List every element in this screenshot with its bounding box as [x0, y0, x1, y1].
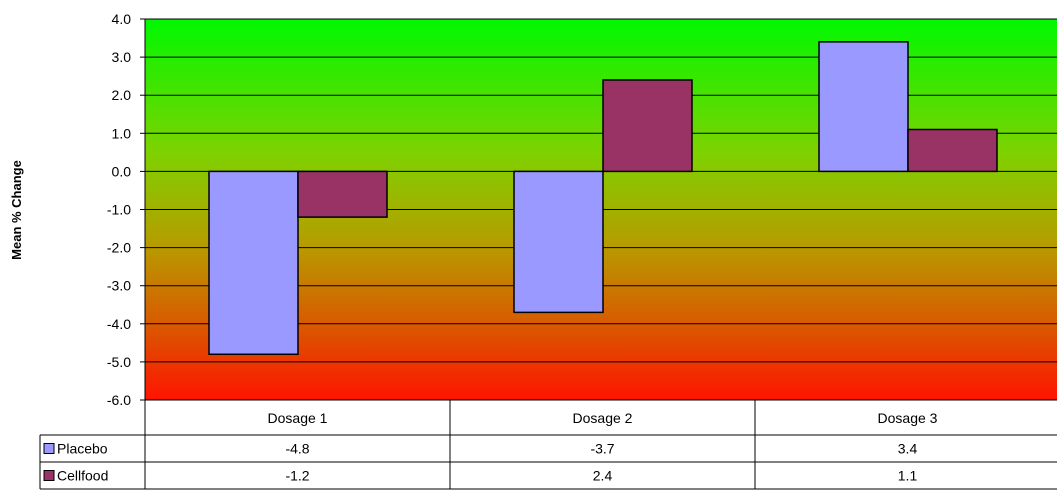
y-tick-label: 3.0	[112, 49, 132, 65]
table-value: 2.4	[593, 468, 613, 484]
legend-label-placebo: Placebo	[57, 441, 108, 457]
y-axis-ticks: -6.0 -5.0 -4.0 -3.0 -2.0 -1.0 0.0 1.0 2.0 3.0 4.0	[107, 11, 146, 408]
y-tick-label: -3.0	[107, 278, 131, 294]
table-value: 3.4	[898, 441, 918, 457]
y-tick-label: -6.0	[107, 392, 131, 408]
bar-cellfood-3	[907, 128, 998, 173]
y-tick-label: -1.0	[107, 202, 131, 218]
category-label: Dosage 2	[573, 410, 633, 426]
y-axis-title: Mean % Change	[9, 160, 24, 260]
legend-swatch-cellfood	[43, 470, 55, 481]
legend-swatch-placebo	[43, 443, 55, 454]
y-tick-label: -5.0	[107, 354, 131, 370]
bar-placebo-2	[513, 170, 604, 314]
y-tick-label: -2.0	[107, 240, 131, 256]
y-tick-label: -4.0	[107, 316, 131, 332]
y-tick-label: 2.0	[112, 87, 132, 103]
table-value: -3.7	[590, 441, 614, 457]
bar-cellfood-1	[297, 170, 388, 218]
table-value: 1.1	[898, 468, 918, 484]
table-value: -1.2	[285, 468, 309, 484]
bar-placebo-1	[208, 170, 299, 356]
y-tick-label: 0.0	[112, 163, 132, 179]
data-table: Dosage 1 Dosage 2 Dosage 3 Placebo -4.8 -3.7 3…	[39, 399, 1057, 490]
table-value: -4.8	[285, 441, 309, 457]
bar-placebo-3	[818, 41, 909, 173]
bars	[208, 41, 998, 356]
bar-cellfood-2	[602, 79, 693, 173]
legend-label-cellfood: Cellfood	[57, 468, 108, 484]
y-tick-label: 4.0	[112, 11, 132, 27]
category-label: Dosage 3	[878, 410, 938, 426]
y-tick-label: 1.0	[112, 125, 132, 141]
category-label: Dosage 1	[268, 410, 328, 426]
